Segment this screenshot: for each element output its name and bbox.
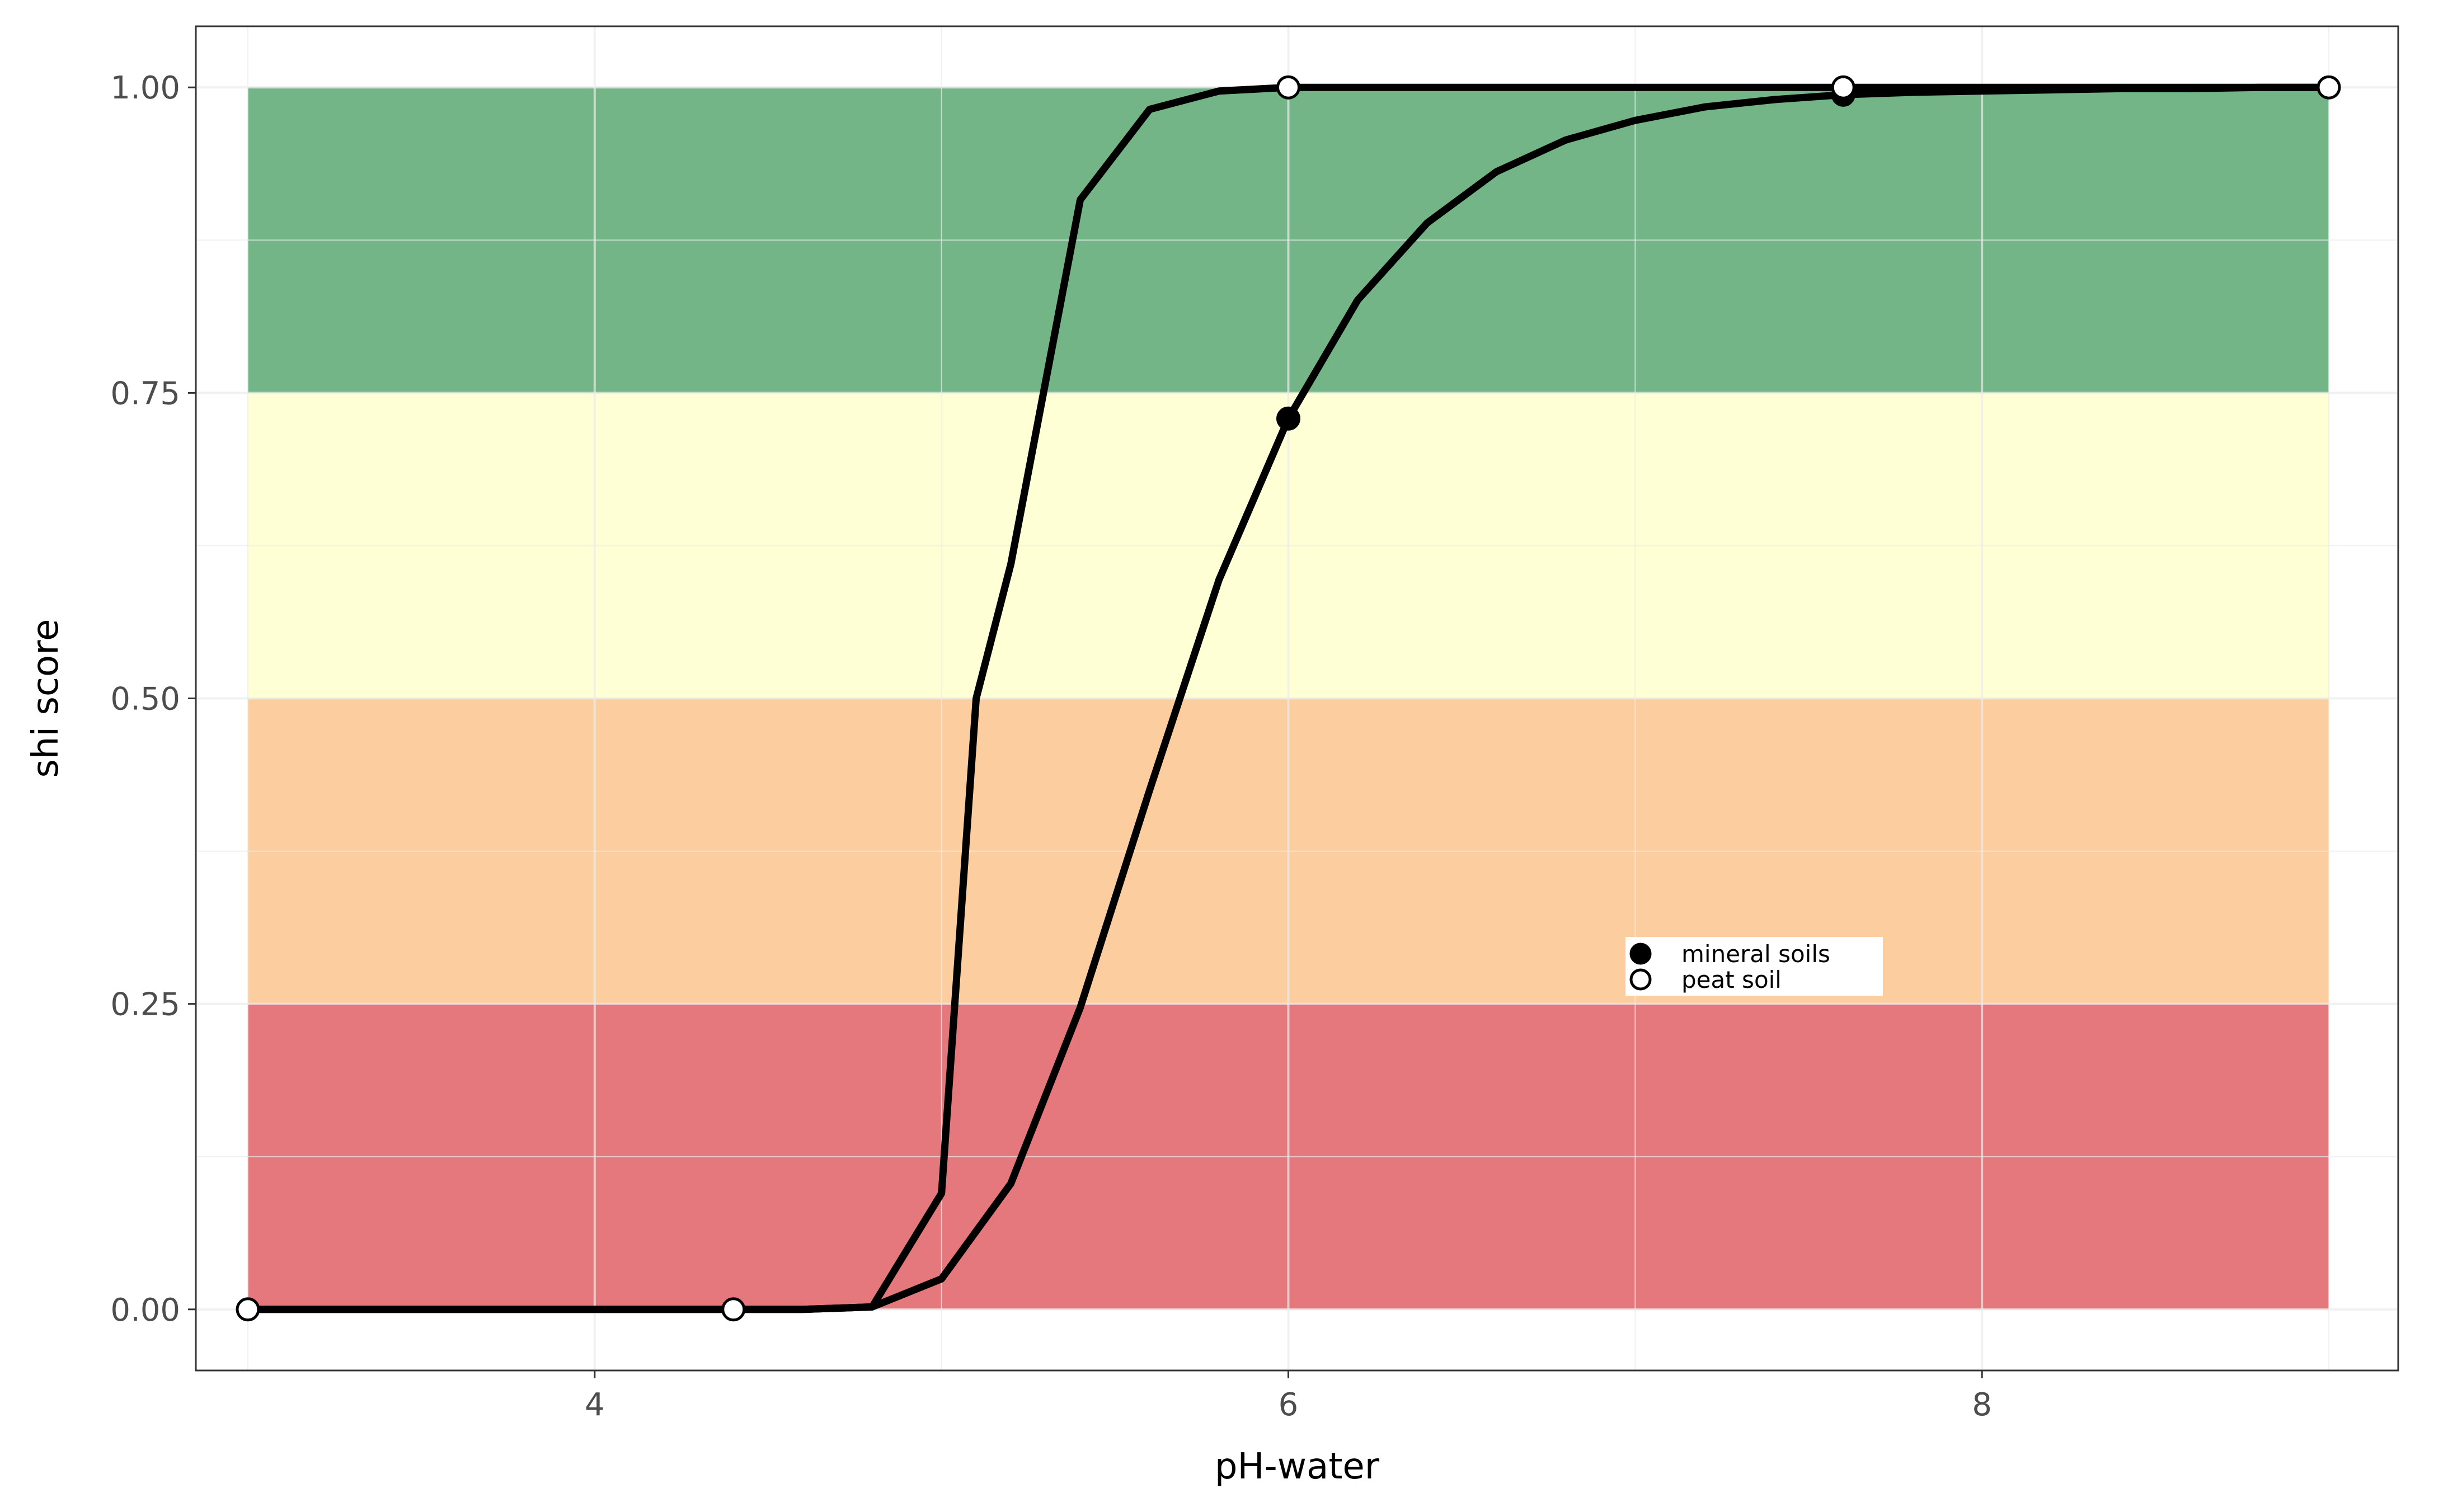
y-tick-label-1: 0.25 bbox=[110, 987, 180, 1023]
point-peat-soil-2 bbox=[1276, 75, 1301, 100]
y-tick-label-0: 0.00 bbox=[110, 1292, 180, 1329]
y-axis-title: shi score bbox=[25, 619, 67, 778]
axis-ticks: 0.00 0.25 0.50 0.75 1.00 4 6 8 bbox=[110, 70, 1992, 1423]
y-tick-label-3: 0.75 bbox=[110, 375, 180, 412]
x-tick-label-1: 6 bbox=[1279, 1387, 1299, 1423]
y-tick-label-2: 0.50 bbox=[110, 681, 180, 718]
x-tick-label-0: 4 bbox=[585, 1387, 605, 1423]
y-tick-label-4: 1.00 bbox=[110, 70, 180, 106]
x-tick-label-2: 8 bbox=[1972, 1387, 1992, 1423]
series-line-peat-soil bbox=[244, 83, 2333, 1313]
series-points bbox=[236, 75, 2341, 1322]
legend-key-mineral-soils bbox=[1629, 943, 1652, 965]
point-peat-soil-4 bbox=[2317, 75, 2341, 100]
legend-label-peat-soil: peat soil bbox=[1681, 966, 1782, 993]
legend-label-mineral-soils: mineral soils bbox=[1681, 940, 1830, 968]
point-peat-soil-3 bbox=[1831, 75, 1855, 100]
point-mineral-soils-0 bbox=[1276, 406, 1301, 431]
point-peat-soil-1 bbox=[721, 1297, 746, 1322]
point-peat-soil-0 bbox=[236, 1297, 260, 1322]
legend-box bbox=[1625, 937, 1883, 996]
x-axis-title: pH-water bbox=[1215, 1446, 1380, 1487]
legend-key-peat-soil bbox=[1629, 968, 1652, 991]
